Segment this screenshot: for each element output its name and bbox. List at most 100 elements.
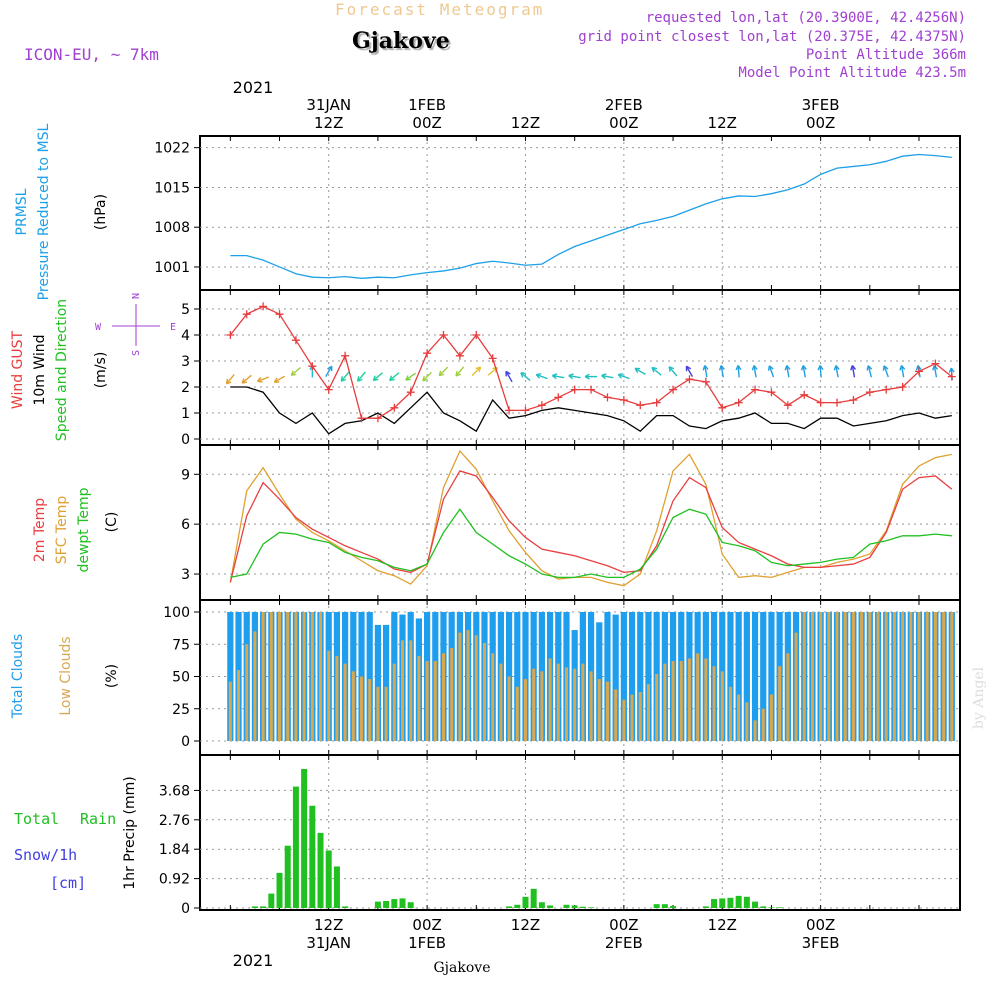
low-clouds-bar [368,679,372,741]
y-tick-label: 4 [181,328,190,344]
low-clouds-bar [507,676,511,741]
gust-point [652,398,661,407]
wind-arrow-head [225,378,232,385]
wind-arrow-head [356,376,363,382]
y-axis-ticks: 1001 1008 1015 1022 0 1 2 3 4 5 3 6 9 0 25 50 75 100 0 0.92… [154,141,200,917]
low-clouds-bar [409,640,413,741]
gust-point [390,403,399,412]
wind-arrow-shaft [290,367,301,376]
gust-point [570,385,579,394]
wind-arrow-head [651,366,658,373]
gust-point [931,359,940,368]
low-clouds-bar [245,644,249,741]
low-clouds-bar [228,681,232,741]
rain-bar [276,872,283,908]
wind-arrow-shaft [471,366,482,377]
wind-arrow-shaft [819,365,822,378]
gust-point [324,385,333,394]
wind-arrow-shaft [933,365,938,378]
gust-label: Wind GUST [10,330,26,409]
y-tick-label: 6 [181,517,190,533]
gridlines [200,136,960,910]
low-clouds-bar [917,612,921,741]
wind-arrow-head [290,370,297,376]
low-clouds-bar [687,658,691,741]
y-tick-label: 3.68 [159,783,190,799]
low-clouds-bar [360,676,364,741]
low-clouds-bar [491,653,495,741]
y-tick-label: 3 [181,354,190,370]
y-tick-label: 1022 [154,141,190,157]
low-clouds-bar [573,668,577,741]
wind-arrow-head [601,373,607,380]
prmsl-unit-label: (hPa) [93,194,109,230]
wind-arrow-shaft [737,365,740,378]
y-tick-label: 2.76 [159,813,190,829]
gust-point [242,310,251,319]
gust-point [341,351,350,360]
y-tick-label: 3 [181,567,190,583]
low-clouds-bar [515,686,519,741]
low-clouds-bar [802,612,806,741]
gust-point [685,375,694,384]
rain-bar [251,906,258,908]
wind-arrow-head [340,376,347,382]
low-clouds-bar [638,691,642,741]
top-time-label: 12Z [314,114,343,132]
gust-point [455,351,464,360]
low-clouds-bar [868,612,872,741]
wind-direction-arrow [455,366,465,377]
wind-arrow-head [438,370,445,377]
wind-direction-arrow [471,366,482,377]
low-clouds-bar [294,612,298,741]
y-tick-label: 1015 [154,180,190,196]
top-date-label: 31JAN [306,96,351,114]
wind-direction-arrow [325,365,333,377]
low-clouds-bar [810,612,814,741]
cloud-labels: Total Clouds Low Clouds (%) [10,634,120,719]
gust-point [816,398,825,407]
low-clouds-bar [950,612,954,741]
low-clouds-bar [319,612,323,741]
gust-point [751,385,760,394]
sfc-temp-label: SFC Temp [54,496,70,565]
low-clouds-bar [622,699,626,741]
rain-bar [563,904,570,908]
low-clouds-bar [646,684,650,741]
wind-arrow-shaft [552,374,565,379]
low-clouds-bar [589,671,593,741]
low-clouds-bar [655,673,659,741]
top-date-label: 3FEB [802,96,840,114]
t2m-label: 2m Temp [32,498,48,562]
prmsl-desc-label: Pressure Reduced to MSL [36,123,52,300]
y-tick-label: 100 [163,605,190,621]
wind-direction-arrow [850,365,857,378]
low-clouds-bar [278,612,282,741]
wind-arrow-head [273,377,280,383]
low-clouds-bar [335,655,339,741]
low-clouds-bar [425,661,429,741]
rain-bar [661,904,668,908]
wind-direction-arrow [800,365,807,378]
wind-arrow-shaft [225,374,235,385]
gust-line [229,305,953,419]
low-clouds-bar [548,658,552,741]
top-time-label: 00Z [609,114,638,132]
low-clouds-bar [302,612,306,741]
compass-icon: N W E S [95,293,176,356]
wind-arrow-shaft [372,372,383,381]
wind-arrow-head [751,365,758,371]
wind-arrow-head [327,365,333,372]
wind-direction-arrow [651,366,662,376]
wind-arrow-head [735,365,742,371]
t2m-line [229,470,953,583]
wind-direction-arrow [817,365,824,378]
wind-arrow-head [617,373,624,379]
wind-arrow-head [866,365,873,371]
wind-arrow-shaft [720,365,724,378]
gust-point [423,349,432,358]
low-clouds-bar [605,681,609,741]
rain-bar [735,895,742,908]
low-clouds-bar [253,631,257,741]
